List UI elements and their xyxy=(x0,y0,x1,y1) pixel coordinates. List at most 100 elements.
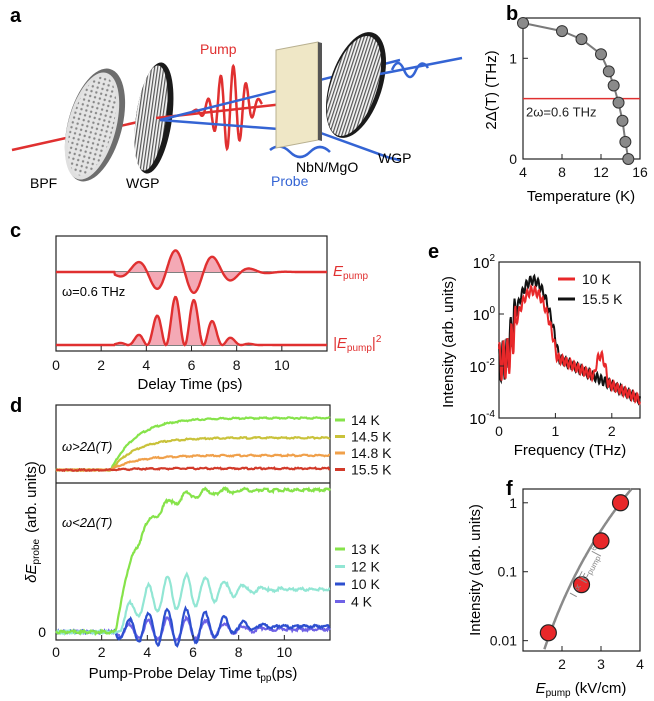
probe-wave xyxy=(269,145,331,159)
e-ytick-exp: 0 xyxy=(489,305,495,316)
f-ytick-label: 0.01 xyxy=(490,633,517,649)
panel-e-frame xyxy=(498,261,641,419)
d-xtick-label: 10 xyxy=(277,644,293,660)
b-point xyxy=(622,153,635,165)
spectrum-10k xyxy=(498,283,641,406)
panel-d: d 0 2 4 6 8 10 ω>2Δ(T) ω<2Δ(T) 0 0 14 K14.5 K… xyxy=(10,395,392,684)
efield-fill xyxy=(56,250,327,293)
lower-regime-label: ω<2Δ(T) xyxy=(62,515,112,530)
panel-c-omega: ω=0.6 THz xyxy=(62,284,125,299)
gap-points xyxy=(517,17,635,165)
panel-d-ylabel: δEprobe(arb. units) xyxy=(23,461,42,583)
f-ytick-label: 1 xyxy=(509,495,517,511)
label-wgp-1: WGP xyxy=(126,175,159,191)
b-point xyxy=(595,48,607,61)
c-xtick-label: 6 xyxy=(188,357,196,373)
label-probe: Probe xyxy=(271,173,309,189)
panel-b: b 4 8 12 16 0 1 2ω=0.6 THz Temperature (K) 2Δ… xyxy=(483,3,648,205)
panel-c-e-label: Epump xyxy=(333,263,368,282)
panel-b-frame xyxy=(522,17,641,160)
d-upper-trace xyxy=(55,466,331,473)
panel-c-abs-label: |Epump|2 xyxy=(333,334,382,354)
bpf-filter xyxy=(64,68,126,182)
d-legend-label: 4 K xyxy=(351,594,373,610)
d-xtick-label: 2 xyxy=(98,644,106,660)
e-ytick-exp: -4 xyxy=(486,409,495,420)
efield-squared-trace xyxy=(56,295,327,347)
d-lower-trace xyxy=(55,571,331,636)
e-legend-label: 15.5 K xyxy=(582,291,623,307)
c-xtick-label: 10 xyxy=(274,357,290,373)
d-legend-label: 12 K xyxy=(351,559,380,575)
e-xtick-label: 0 xyxy=(495,423,503,439)
upper-zero: 0 xyxy=(38,461,46,477)
b-point xyxy=(619,135,632,148)
panel-c-xlabel: Delay Time (ps) xyxy=(137,376,242,393)
d-xtick-label: 8 xyxy=(235,644,243,660)
d-legend-label: 14.8 K xyxy=(351,445,392,461)
e-ytick-label: 102 xyxy=(473,253,496,272)
lower-zero: 0 xyxy=(38,624,46,640)
d-xtick-label: 6 xyxy=(189,644,197,660)
panel-c-letter: c xyxy=(10,220,21,242)
e-ytick-label: 100 xyxy=(473,305,496,324)
b-point xyxy=(575,33,588,46)
b-point xyxy=(616,114,629,127)
d-lower-trace xyxy=(55,486,331,637)
c-xtick-label: 4 xyxy=(142,357,150,373)
e-ytick-base: 10 xyxy=(473,307,490,324)
e-ytick-label: 10-4 xyxy=(469,409,495,428)
b-xtick-label: 8 xyxy=(558,164,566,180)
nbn-mgo-sample xyxy=(275,41,322,149)
panel-e-legend: 10 K 15.5 K xyxy=(558,271,623,307)
upper-legend: 14 K14.5 K14.8 K15.5 K xyxy=(335,412,392,478)
label-wgp-2: WGP xyxy=(378,150,411,166)
f-point xyxy=(539,624,557,642)
b-xtick-label: 16 xyxy=(632,164,648,180)
e-ytick-label: 10-2 xyxy=(469,357,495,376)
d-legend-label: 10 K xyxy=(351,576,380,592)
gap-curve xyxy=(522,22,630,160)
e-ytick-exp: 2 xyxy=(489,253,495,264)
e-ytick-exp: -2 xyxy=(486,357,495,368)
e-xtick-label: 1 xyxy=(552,423,560,439)
d-legend-label: 15.5 K xyxy=(351,462,392,478)
b-ytick-label: 0 xyxy=(509,151,517,167)
d-legend-label: 14.5 K xyxy=(351,429,392,445)
panel-f-frame xyxy=(522,488,641,652)
panel-d-ticks: 0 2 4 6 8 10 xyxy=(52,635,292,660)
f-point xyxy=(611,494,630,512)
panel-c: c 0 2 4 6 8 10 ω=0.6 THz Epump |Epump|2 Delay… xyxy=(10,220,382,393)
b-xtick-label: 12 xyxy=(593,164,609,180)
panel-a: a B xyxy=(10,5,463,191)
panel-e-letter: e xyxy=(428,241,439,263)
probe-beam-in xyxy=(317,130,401,162)
panel-b-ticks: 4 8 12 16 0 1 xyxy=(509,50,648,180)
panel-f-xlabel: Epump (kV/cm) xyxy=(536,680,627,699)
efield-squared-fill xyxy=(56,297,327,345)
panel-d-xlabel: Pump-Probe Delay Time tpp(ps) xyxy=(89,665,298,684)
panel-f-ylabel: Intensity (arb. units) xyxy=(467,504,484,636)
wgp-polarizer-2 xyxy=(325,32,387,138)
b-point xyxy=(602,65,615,78)
c-xtick-label: 0 xyxy=(52,357,60,373)
f-xtick-label: 4 xyxy=(636,656,644,672)
panel-b-letter: b xyxy=(506,3,518,25)
panel-e-xlabel: Frequency (THz) xyxy=(514,442,627,459)
panel-c-ticks: 0 2 4 6 8 10 xyxy=(52,346,290,373)
f-xtick-label: 2 xyxy=(558,656,566,672)
panel-b-ylabel: 2Δ(T) (THz) xyxy=(483,50,500,129)
b-ytick-label: 1 xyxy=(509,50,517,66)
lower-traces xyxy=(55,486,331,648)
pump-wave-packet xyxy=(191,63,263,152)
d-xtick-label: 4 xyxy=(143,644,151,660)
f-xtick-label: 3 xyxy=(597,656,605,672)
b-point xyxy=(607,79,620,92)
f-point xyxy=(592,532,610,550)
f-point xyxy=(572,576,591,594)
efield-trace xyxy=(56,249,327,294)
panel-f-ticks: 2 3 4 0.01 0.1 1 xyxy=(490,495,644,672)
ref-line-label: 2ω=0.6 THz xyxy=(526,105,596,120)
b-point xyxy=(612,96,625,109)
